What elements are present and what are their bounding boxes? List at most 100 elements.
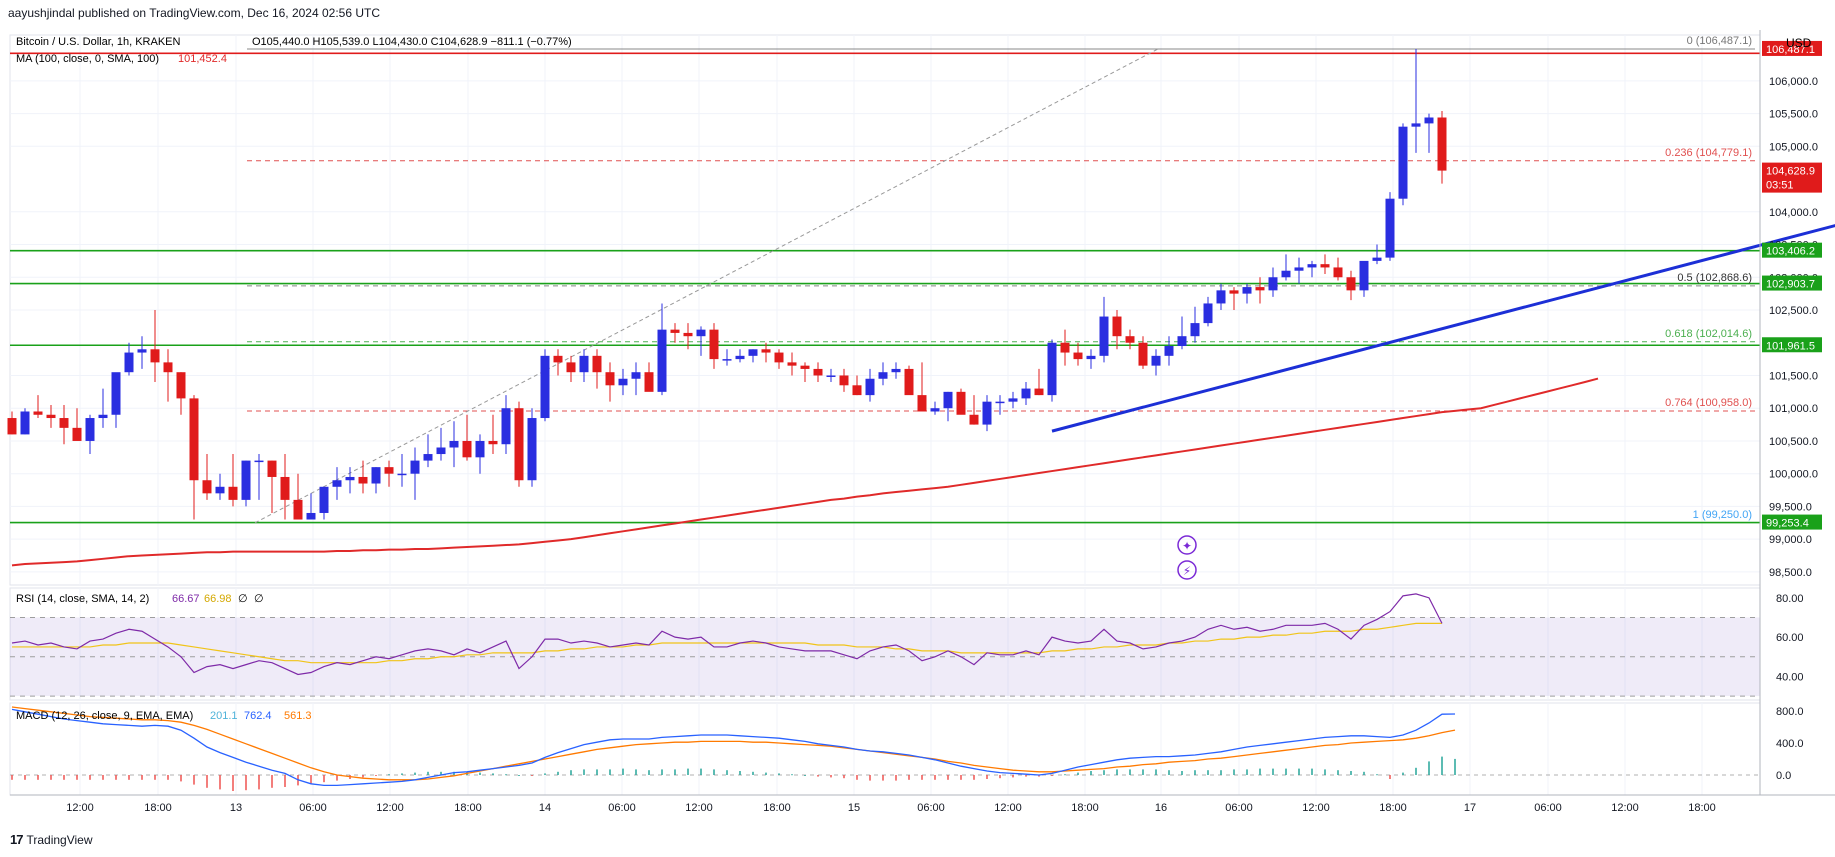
price-badge-label: 103,406.2 — [1766, 246, 1815, 258]
legend-ma: MA (100, close, 0, SMA, 100) — [16, 53, 159, 65]
macd-histogram-bar — [284, 775, 286, 787]
candle-body — [774, 352, 784, 363]
macd-histogram-bar — [24, 775, 26, 780]
macd-histogram-bar — [11, 775, 13, 780]
y-tick-label: 102,500.0 — [1769, 305, 1818, 317]
macd-histogram-bar — [713, 769, 715, 775]
candle-body — [280, 476, 290, 500]
price-badge — [1762, 162, 1822, 193]
candle-body — [7, 418, 17, 435]
candle-body — [969, 414, 979, 425]
macd-histogram-bar — [453, 771, 455, 775]
candle-body — [1021, 388, 1031, 399]
candle-body — [241, 460, 251, 500]
macd-legend-title: MACD (12, 26, close, 9, EMA, EMA) — [16, 710, 193, 722]
candle-body — [319, 486, 329, 513]
tradingview-branding[interactable]: 17 TradingView — [10, 832, 93, 847]
macd-histogram-bar — [167, 775, 169, 780]
ideas-icon[interactable] — [1177, 535, 1197, 555]
macd-histogram-bar — [752, 771, 754, 775]
rsi-ma-line — [12, 622, 1443, 664]
price-badge — [1762, 514, 1822, 530]
candle-body — [20, 411, 30, 435]
macd-histogram-bar — [1194, 770, 1196, 775]
macd-histogram-bar — [1181, 771, 1183, 775]
y-tick-label: 100,000.0 — [1769, 469, 1818, 481]
candle-body — [1229, 290, 1239, 294]
macd-histogram-bar — [1285, 768, 1287, 775]
x-tick-label: 18:00 — [144, 802, 172, 814]
x-tick-label: 12:00 — [66, 802, 94, 814]
candle-body — [1177, 336, 1187, 347]
rsi-line — [11, 593, 1443, 676]
candle-body — [553, 355, 563, 363]
candle-body — [683, 332, 693, 337]
rsi-legend-title: RSI (14, close, SMA, 14, 2) — [16, 593, 149, 605]
macd-histogram-bar — [648, 770, 650, 775]
macd-histogram-bar — [1051, 775, 1053, 776]
y-tick-label: 100,500.0 — [1769, 436, 1818, 448]
macd-histogram-bar — [89, 775, 91, 780]
macd-histogram-bar — [258, 775, 260, 790]
macd-histogram-bar — [193, 775, 195, 785]
candle-body — [254, 460, 264, 463]
y-tick-label: 101,500.0 — [1769, 370, 1818, 382]
macd-histogram-bar — [440, 771, 442, 775]
rsi-y-tick: 80.00 — [1776, 593, 1804, 605]
candle-body — [878, 372, 888, 379]
macd-histogram-bar — [869, 775, 871, 781]
candle-body — [111, 372, 121, 415]
macd-histogram-bar — [583, 769, 585, 775]
candle-body — [605, 372, 615, 386]
macd-histogram-bar — [310, 775, 312, 784]
candle-body — [891, 368, 901, 373]
candle-body — [761, 349, 771, 353]
lightning-icon-glyph: ⚡ — [1183, 564, 1191, 578]
macd-histogram-bar — [1454, 758, 1456, 775]
macd-histogram-bar — [1350, 771, 1352, 775]
candle-body — [514, 408, 524, 481]
candle-body — [59, 418, 69, 428]
y-tick-label: 98,500.0 — [1769, 567, 1812, 579]
macd-histogram-bar — [1337, 770, 1339, 775]
candle-body — [202, 480, 212, 494]
candle-body — [852, 385, 862, 396]
macd-histogram-bar — [921, 775, 923, 780]
price-badges: 106,487.1 104,628.9 03:51 103,406.2 102,903.… — [1762, 40, 1822, 530]
macd-histogram-bar — [427, 771, 429, 775]
macd-histogram-bar — [505, 774, 507, 776]
candle-body — [1060, 342, 1070, 353]
candle-body — [566, 362, 576, 373]
currency-label[interactable]: USD — [1786, 36, 1812, 50]
macd-histogram-bar — [765, 772, 767, 775]
candle-body — [1411, 123, 1421, 127]
candle-body — [124, 352, 134, 373]
x-tick-label: 16 — [1155, 802, 1167, 814]
candle-body — [709, 329, 719, 360]
trendline — [1051, 224, 1835, 433]
x-tick-label: 12:00 — [994, 802, 1022, 814]
candle-body — [1047, 342, 1057, 396]
macd-histogram-bar — [1298, 768, 1300, 775]
lightning-icon[interactable] — [1177, 560, 1197, 580]
candle-body — [1151, 355, 1161, 366]
candle-body — [1073, 352, 1083, 360]
macd-y-tick: 400.0 — [1776, 738, 1804, 750]
macd-signal-line — [11, 706, 1456, 781]
candle-body — [436, 447, 446, 455]
ma-100-line — [11, 377, 1599, 567]
candle-body — [527, 418, 537, 481]
y-tick-label: 105,000.0 — [1769, 141, 1818, 153]
candle-body — [449, 440, 459, 448]
macd-histogram-bar — [856, 775, 858, 780]
candle-body — [1008, 398, 1018, 402]
candle-body — [397, 473, 407, 476]
price-badge — [1762, 275, 1822, 291]
macd-histogram-bar — [128, 775, 130, 780]
macd-histogram-bar — [50, 775, 52, 780]
macd-histogram-bar — [947, 775, 949, 780]
candle-body — [995, 401, 1005, 404]
macd-histogram-bar — [622, 768, 624, 775]
price-badge-label: 101,961.5 — [1766, 340, 1815, 352]
